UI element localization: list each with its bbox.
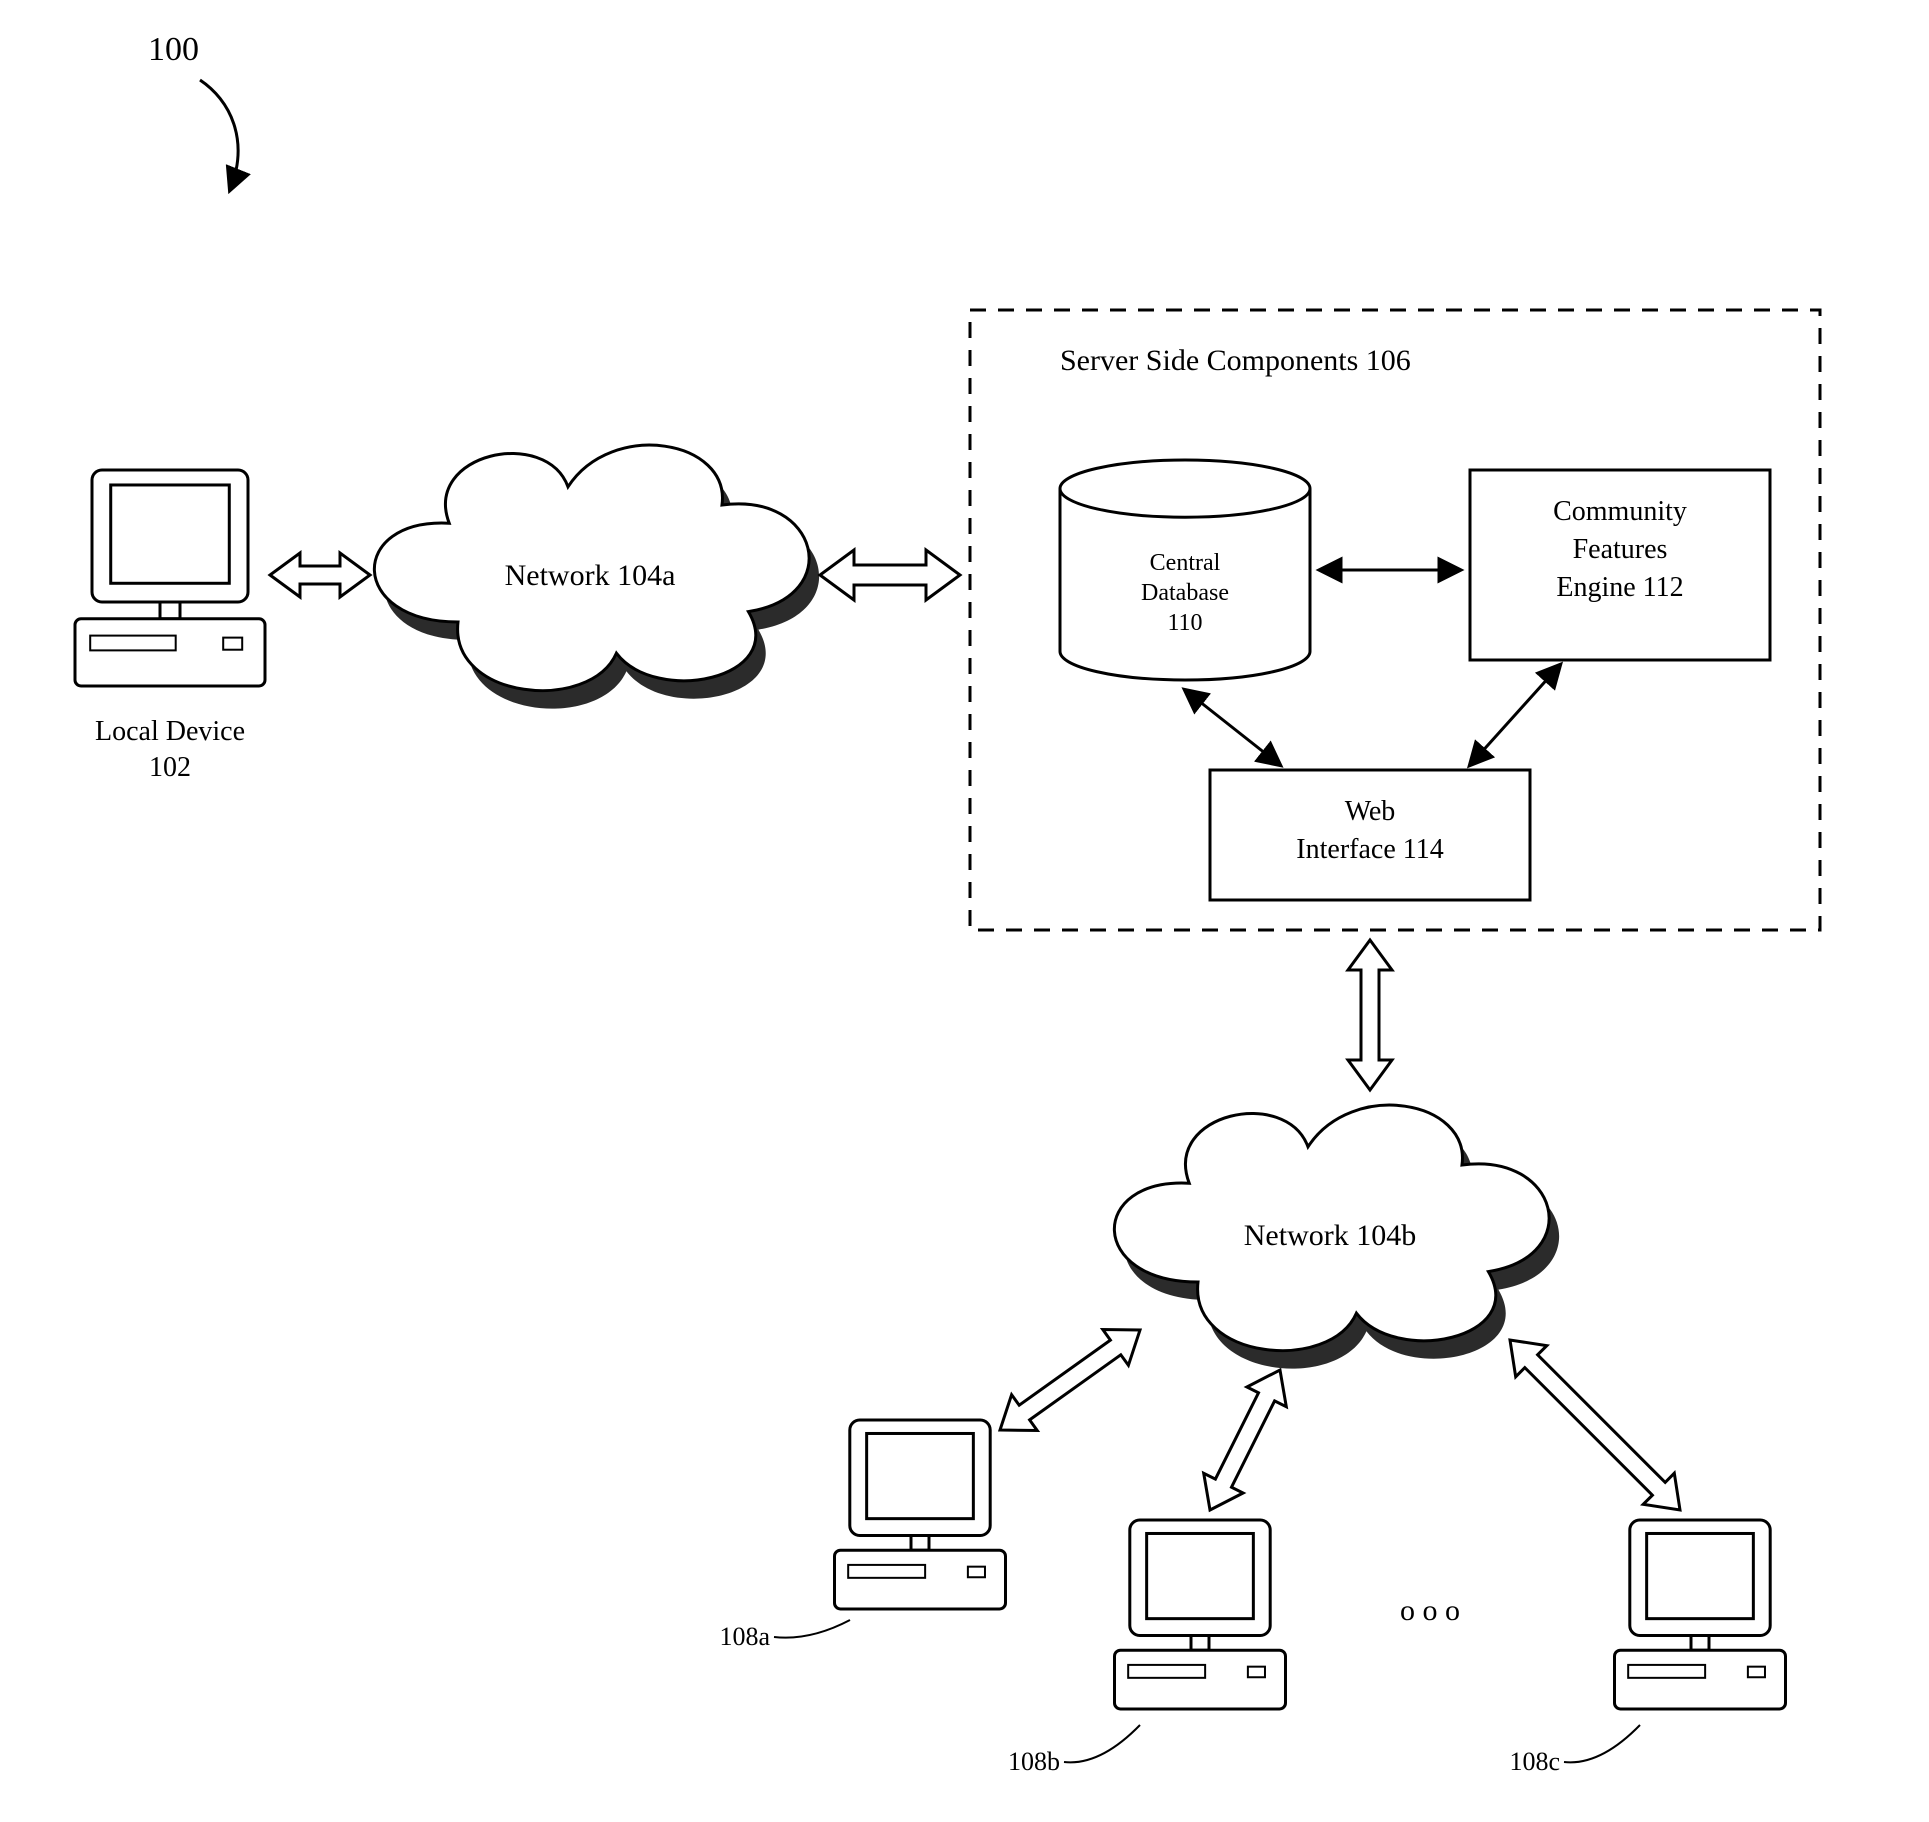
client_a — [835, 1420, 1006, 1609]
svg-text:Central: Central — [1150, 550, 1221, 576]
svg-text:108b: 108b — [1008, 1747, 1060, 1776]
svg-text:Server Side Components 106: Server Side Components 106 — [1060, 344, 1411, 377]
e1 — [270, 553, 370, 597]
svg-text:Interface 114: Interface 114 — [1296, 834, 1443, 865]
figure-ref: 100 — [148, 31, 199, 68]
svg-text:Community: Community — [1553, 496, 1687, 527]
diagram-svg: Local Device 102 Network 104a Server Side C… — [0, 0, 1929, 1822]
e5 — [1470, 665, 1560, 765]
svg-text:Local Device: Local Device — [95, 716, 245, 747]
e4 — [1185, 690, 1280, 765]
svg-text:Web: Web — [1345, 796, 1396, 827]
e9 — [1510, 1340, 1680, 1510]
ellipsis: o o o — [1400, 1594, 1460, 1627]
figure-ref-leader — [200, 80, 238, 190]
e8 — [1204, 1370, 1287, 1510]
client_c — [1615, 1520, 1786, 1709]
svg-text:108c: 108c — [1509, 1747, 1560, 1776]
svg-text:Network 104b: Network 104b — [1244, 1219, 1416, 1252]
svg-text:102: 102 — [149, 752, 191, 783]
svg-text:Engine 112: Engine 112 — [1556, 572, 1683, 603]
e2 — [820, 550, 960, 600]
diagram-canvas: Local Device 102 Network 104a Server Side C… — [0, 0, 1929, 1822]
svg-text:Network 104a: Network 104a — [505, 559, 676, 592]
local_device — [75, 470, 265, 686]
e6 — [1348, 940, 1392, 1090]
svg-text:Database: Database — [1141, 580, 1229, 606]
client_b — [1115, 1520, 1286, 1709]
svg-text:108a: 108a — [719, 1622, 770, 1651]
svg-text:110: 110 — [1167, 610, 1202, 636]
svg-text:Features: Features — [1573, 534, 1668, 565]
e7 — [1000, 1330, 1140, 1431]
